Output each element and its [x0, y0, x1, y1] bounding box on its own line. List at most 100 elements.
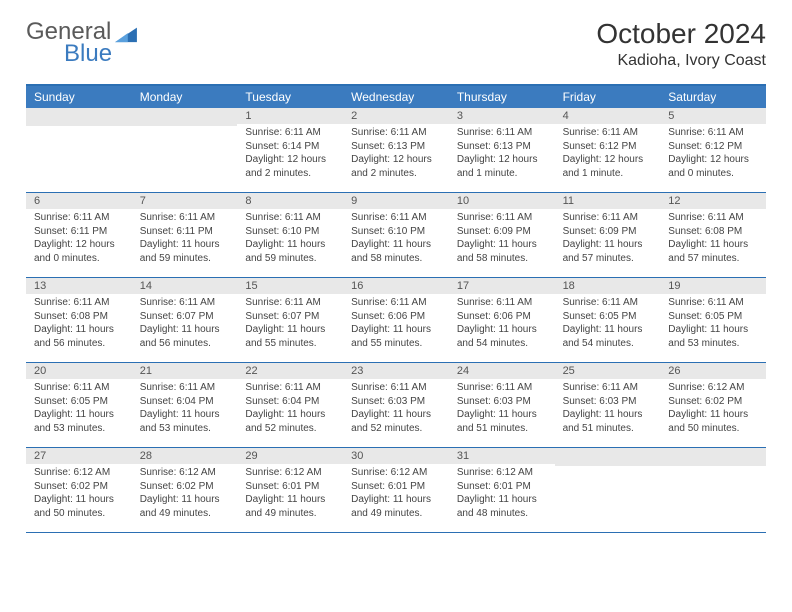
- day-info: Sunrise: 6:11 AMSunset: 6:09 PMDaylight:…: [449, 209, 555, 269]
- daylight-text: Daylight: 11 hours and 54 minutes.: [457, 323, 547, 350]
- sunset-text: Sunset: 6:12 PM: [563, 140, 653, 154]
- sunrise-text: Sunrise: 6:11 AM: [34, 211, 124, 225]
- day-info: Sunrise: 6:11 AMSunset: 6:03 PMDaylight:…: [555, 379, 661, 439]
- daylight-text: Daylight: 11 hours and 49 minutes.: [140, 493, 230, 520]
- sunset-text: Sunset: 6:03 PM: [457, 395, 547, 409]
- sunset-text: Sunset: 6:01 PM: [245, 480, 335, 494]
- location: Kadioha, Ivory Coast: [596, 52, 766, 70]
- day-cell: 8Sunrise: 6:11 AMSunset: 6:10 PMDaylight…: [237, 193, 343, 277]
- day-number: 15: [237, 278, 343, 294]
- daylight-text: Daylight: 11 hours and 50 minutes.: [34, 493, 124, 520]
- day-header: Wednesday: [343, 86, 449, 108]
- day-info: Sunrise: 6:12 AMSunset: 6:02 PMDaylight:…: [26, 464, 132, 524]
- day-number: 27: [26, 448, 132, 464]
- day-number: 25: [555, 363, 661, 379]
- sunrise-text: Sunrise: 6:11 AM: [351, 211, 441, 225]
- day-cell: 7Sunrise: 6:11 AMSunset: 6:11 PMDaylight…: [132, 193, 238, 277]
- day-info: Sunrise: 6:11 AMSunset: 6:05 PMDaylight:…: [555, 294, 661, 354]
- day-info: Sunrise: 6:11 AMSunset: 6:10 PMDaylight:…: [237, 209, 343, 269]
- sunrise-text: Sunrise: 6:12 AM: [457, 466, 547, 480]
- day-info: Sunrise: 6:11 AMSunset: 6:10 PMDaylight:…: [343, 209, 449, 269]
- day-number: 7: [132, 193, 238, 209]
- sunset-text: Sunset: 6:06 PM: [351, 310, 441, 324]
- daylight-text: Daylight: 11 hours and 58 minutes.: [351, 238, 441, 265]
- day-cell: 26Sunrise: 6:12 AMSunset: 6:02 PMDayligh…: [660, 363, 766, 447]
- day-header: Saturday: [660, 86, 766, 108]
- day-cell: [555, 448, 661, 532]
- sunrise-text: Sunrise: 6:11 AM: [457, 296, 547, 310]
- day-info: Sunrise: 6:11 AMSunset: 6:12 PMDaylight:…: [555, 124, 661, 184]
- sunrise-text: Sunrise: 6:11 AM: [563, 211, 653, 225]
- daylight-text: Daylight: 11 hours and 51 minutes.: [457, 408, 547, 435]
- day-number: 11: [555, 193, 661, 209]
- daylight-text: Daylight: 11 hours and 53 minutes.: [140, 408, 230, 435]
- sunrise-text: Sunrise: 6:12 AM: [668, 381, 758, 395]
- daylight-text: Daylight: 11 hours and 54 minutes.: [563, 323, 653, 350]
- day-info: Sunrise: 6:11 AMSunset: 6:14 PMDaylight:…: [237, 124, 343, 184]
- day-cell: 10Sunrise: 6:11 AMSunset: 6:09 PMDayligh…: [449, 193, 555, 277]
- sunset-text: Sunset: 6:02 PM: [34, 480, 124, 494]
- sunset-text: Sunset: 6:14 PM: [245, 140, 335, 154]
- day-info: Sunrise: 6:11 AMSunset: 6:04 PMDaylight:…: [237, 379, 343, 439]
- sunset-text: Sunset: 6:11 PM: [140, 225, 230, 239]
- sunrise-text: Sunrise: 6:12 AM: [34, 466, 124, 480]
- week-row: 1Sunrise: 6:11 AMSunset: 6:14 PMDaylight…: [26, 108, 766, 193]
- month-title: October 2024: [596, 18, 766, 50]
- day-info: Sunrise: 6:11 AMSunset: 6:13 PMDaylight:…: [343, 124, 449, 184]
- sunset-text: Sunset: 6:01 PM: [457, 480, 547, 494]
- sunrise-text: Sunrise: 6:11 AM: [245, 211, 335, 225]
- day-info: Sunrise: 6:12 AMSunset: 6:01 PMDaylight:…: [449, 464, 555, 524]
- daylight-text: Daylight: 12 hours and 0 minutes.: [34, 238, 124, 265]
- sunset-text: Sunset: 6:03 PM: [351, 395, 441, 409]
- sunrise-text: Sunrise: 6:11 AM: [245, 296, 335, 310]
- sunset-text: Sunset: 6:02 PM: [668, 395, 758, 409]
- sunset-text: Sunset: 6:07 PM: [140, 310, 230, 324]
- day-info: Sunrise: 6:11 AMSunset: 6:08 PMDaylight:…: [26, 294, 132, 354]
- day-info: Sunrise: 6:11 AMSunset: 6:07 PMDaylight:…: [237, 294, 343, 354]
- day-number: 21: [132, 363, 238, 379]
- day-cell: 2Sunrise: 6:11 AMSunset: 6:13 PMDaylight…: [343, 108, 449, 192]
- day-number: 3: [449, 108, 555, 124]
- daylight-text: Daylight: 11 hours and 58 minutes.: [457, 238, 547, 265]
- sunrise-text: Sunrise: 6:11 AM: [34, 381, 124, 395]
- day-number: 12: [660, 193, 766, 209]
- day-info: Sunrise: 6:11 AMSunset: 6:04 PMDaylight:…: [132, 379, 238, 439]
- daylight-text: Daylight: 11 hours and 48 minutes.: [457, 493, 547, 520]
- sunset-text: Sunset: 6:05 PM: [34, 395, 124, 409]
- day-number: 5: [660, 108, 766, 124]
- day-info: Sunrise: 6:11 AMSunset: 6:11 PMDaylight:…: [132, 209, 238, 269]
- daylight-text: Daylight: 11 hours and 56 minutes.: [34, 323, 124, 350]
- day-number: 30: [343, 448, 449, 464]
- sunrise-text: Sunrise: 6:11 AM: [351, 381, 441, 395]
- sunrise-text: Sunrise: 6:12 AM: [140, 466, 230, 480]
- sunrise-text: Sunrise: 6:11 AM: [351, 126, 441, 140]
- daylight-text: Daylight: 11 hours and 57 minutes.: [668, 238, 758, 265]
- sunrise-text: Sunrise: 6:11 AM: [34, 296, 124, 310]
- daylight-text: Daylight: 11 hours and 59 minutes.: [245, 238, 335, 265]
- day-number: 20: [26, 363, 132, 379]
- day-cell: 5Sunrise: 6:11 AMSunset: 6:12 PMDaylight…: [660, 108, 766, 192]
- day-cell: 1Sunrise: 6:11 AMSunset: 6:14 PMDaylight…: [237, 108, 343, 192]
- sunrise-text: Sunrise: 6:11 AM: [563, 296, 653, 310]
- day-info: Sunrise: 6:11 AMSunset: 6:03 PMDaylight:…: [449, 379, 555, 439]
- day-cell: 20Sunrise: 6:11 AMSunset: 6:05 PMDayligh…: [26, 363, 132, 447]
- sunset-text: Sunset: 6:01 PM: [351, 480, 441, 494]
- day-cell: 23Sunrise: 6:11 AMSunset: 6:03 PMDayligh…: [343, 363, 449, 447]
- day-number: 9: [343, 193, 449, 209]
- sunset-text: Sunset: 6:10 PM: [245, 225, 335, 239]
- day-number: 24: [449, 363, 555, 379]
- daylight-text: Daylight: 11 hours and 51 minutes.: [563, 408, 653, 435]
- header: General Blue October 2024 Kadioha, Ivory…: [26, 18, 766, 70]
- day-info: Sunrise: 6:11 AMSunset: 6:07 PMDaylight:…: [132, 294, 238, 354]
- day-info: Sunrise: 6:11 AMSunset: 6:06 PMDaylight:…: [343, 294, 449, 354]
- day-number: 22: [237, 363, 343, 379]
- sunset-text: Sunset: 6:10 PM: [351, 225, 441, 239]
- day-number: 2: [343, 108, 449, 124]
- day-number: 13: [26, 278, 132, 294]
- sunrise-text: Sunrise: 6:11 AM: [668, 211, 758, 225]
- sunrise-text: Sunrise: 6:11 AM: [245, 126, 335, 140]
- day-number: [660, 448, 766, 466]
- sunset-text: Sunset: 6:08 PM: [34, 310, 124, 324]
- day-number: 28: [132, 448, 238, 464]
- day-info: Sunrise: 6:11 AMSunset: 6:08 PMDaylight:…: [660, 209, 766, 269]
